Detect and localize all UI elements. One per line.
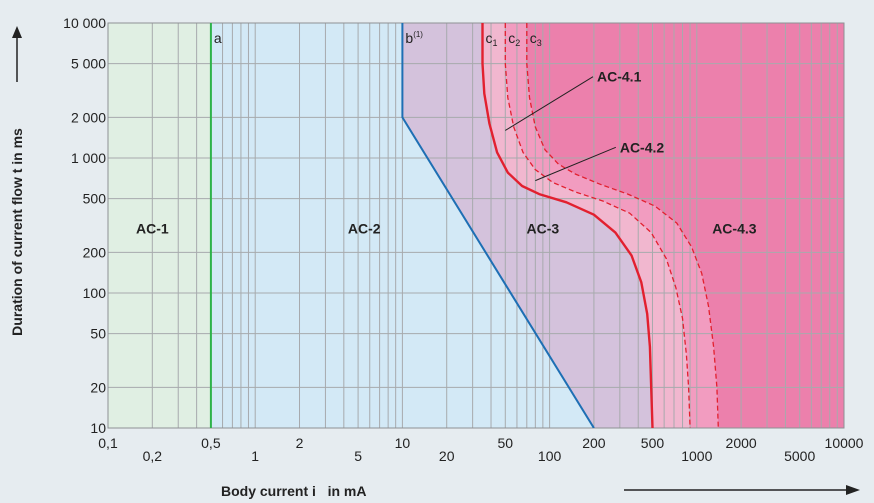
- curve-b: [401, 23, 595, 428]
- y-tick-label: 5 000: [71, 56, 106, 72]
- curves-layer: [209, 23, 719, 428]
- x-tick-label: 500: [641, 435, 665, 451]
- y-tick-label: 1 000: [71, 150, 106, 166]
- zone-label-ac-3: AC-3: [527, 221, 560, 237]
- y-tick-label: 2 000: [71, 109, 106, 125]
- x-tick-label: 10: [395, 435, 411, 451]
- y-tick-label: 20: [90, 379, 106, 395]
- x-tick-label: 0,5: [201, 435, 221, 451]
- x-tick-label: 0,2: [143, 448, 163, 464]
- zone-ac-4-3: [526, 23, 844, 428]
- leader-ac-4-1: [505, 76, 594, 131]
- x-tick-label: 1000: [681, 448, 712, 464]
- x-direction-arrow: [624, 485, 860, 495]
- x-tick-label: 10000: [825, 435, 864, 451]
- zone-label-ac-4-3: AC-4.3: [712, 221, 757, 237]
- y-tick-label: 200: [83, 244, 107, 260]
- zone-label-ac-4-2: AC-4.2: [620, 139, 665, 155]
- plot-frame: [107, 22, 845, 429]
- x-tick-label: 2000: [726, 435, 757, 451]
- y-direction-arrow: [12, 26, 22, 82]
- zone-label-ac-4-1: AC-4.1: [597, 69, 642, 85]
- y-axis-label: Duration of current flow t in ms: [9, 128, 25, 336]
- x-tick-label: 200: [582, 435, 606, 451]
- y-tick-label: 100: [83, 285, 107, 301]
- x-tick-label: 1: [251, 448, 259, 464]
- zone-label-ac-1: AC-1: [136, 221, 169, 237]
- curve-c3: [526, 23, 719, 428]
- axes-layer: 10 20 50 100 200 500 1 000 2 000 5 000 10 000 0,1 0…: [63, 15, 864, 464]
- x-tick-label: 5: [354, 448, 362, 464]
- zone-ac-3: [402, 23, 653, 428]
- zone-ac-1: [108, 23, 211, 428]
- x-tick-label: 5000: [784, 448, 815, 464]
- x-axis-label: Body current i in mA: [221, 483, 366, 499]
- x-tick-label: 0,1: [98, 435, 118, 451]
- y-tick-label: 10: [90, 420, 106, 436]
- x-tick-label: 100: [538, 448, 562, 464]
- zone-label-ac-2: AC-2: [348, 221, 381, 237]
- x-tick-label: 2: [296, 435, 304, 451]
- x-tick-label: 20: [439, 448, 455, 464]
- x-tick-label: 50: [497, 435, 513, 451]
- grid-layer: [107, 22, 845, 429]
- y-tick-label: 500: [83, 191, 107, 207]
- y-tick-label: 10 000: [63, 15, 106, 31]
- y-tick-label: 50: [90, 326, 106, 342]
- curve-label-a: a: [214, 30, 222, 46]
- leader-ac-4-2: [535, 146, 617, 182]
- curve-c1: [481, 23, 654, 428]
- curve-c2: [504, 23, 691, 428]
- zones-layer: [108, 23, 844, 428]
